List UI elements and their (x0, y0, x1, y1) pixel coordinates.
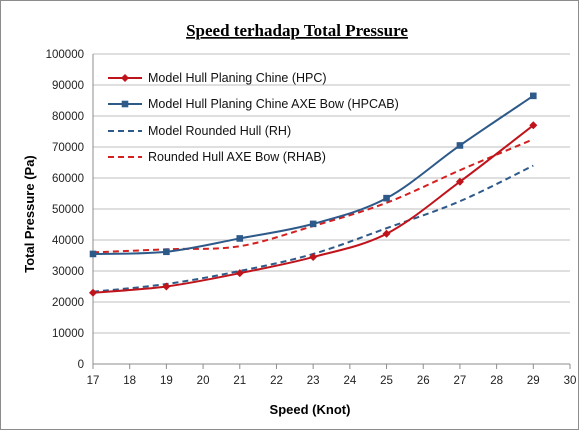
legend-label: Model Hull Planing Chine AXE Bow (HPCAB) (148, 97, 399, 111)
data-point (89, 288, 97, 297)
y-tick-label: 30000 (52, 266, 84, 278)
data-point (162, 282, 171, 291)
x-tick-label: 30 (564, 375, 577, 387)
x-axis-label: Speed (Knot) (270, 402, 351, 417)
y-tick-label: 70000 (52, 142, 84, 154)
data-point (236, 235, 244, 242)
data-point (455, 177, 464, 186)
legend-swatch-marker (121, 100, 129, 108)
x-tick-label: 22 (270, 375, 283, 387)
data-point (163, 248, 170, 256)
series-line-2 (92, 164, 534, 293)
y-tick-label: 50000 (52, 204, 84, 216)
legend: Model Hull Planing Chine (HPC) Model Hull… (108, 71, 399, 164)
y-tick-label: 20000 (52, 297, 84, 309)
data-point (309, 253, 318, 262)
data-point (89, 250, 97, 258)
y-tick-label: 100000 (46, 49, 84, 61)
series-line-1 (92, 95, 534, 255)
legend-label: Model Rounded Hull (RH) (148, 124, 291, 138)
x-tick-label: 25 (380, 375, 393, 387)
chart-title: Speed terhadap Total Pressure (186, 21, 408, 40)
legend-label: Model Hull Planing Chine (HPC) (148, 71, 327, 85)
x-tick-label: 17 (87, 375, 100, 387)
series-layer (89, 92, 538, 297)
x-tick-label: 26 (417, 375, 430, 387)
x-tick-label: 29 (527, 375, 540, 387)
x-tick-label: 24 (343, 375, 356, 387)
data-point (382, 229, 391, 238)
x-tick-label: 20 (197, 375, 210, 387)
data-point (530, 92, 537, 100)
data-point (235, 269, 244, 278)
data-point (529, 121, 538, 130)
axis-layer: 0 10000 20000 30000 40000 50000 60000 70000 8000… (46, 49, 577, 387)
y-tick-label: 0 (78, 359, 84, 371)
legend-swatch-marker (121, 74, 129, 82)
x-tick-label: 18 (123, 375, 136, 387)
data-point (309, 220, 317, 228)
x-tick-label: 23 (307, 375, 320, 387)
x-tick-label: 21 (233, 375, 246, 387)
grid-layer (93, 53, 570, 334)
y-tick-label: 40000 (52, 235, 84, 247)
data-point (383, 194, 390, 202)
x-tick-label: 27 (454, 375, 467, 387)
y-tick-label: 10000 (52, 328, 84, 340)
y-tick-label: 60000 (52, 173, 84, 185)
y-tick-label: 90000 (52, 80, 84, 92)
y-axis-label: Total Pressure (Pa) (22, 155, 37, 273)
legend-label: Rounded Hull AXE Bow (RHAB) (148, 150, 326, 164)
data-point (456, 142, 464, 149)
x-tick-label: 28 (490, 375, 503, 387)
y-tick-label: 80000 (52, 111, 84, 123)
x-tick-label: 19 (160, 375, 173, 387)
